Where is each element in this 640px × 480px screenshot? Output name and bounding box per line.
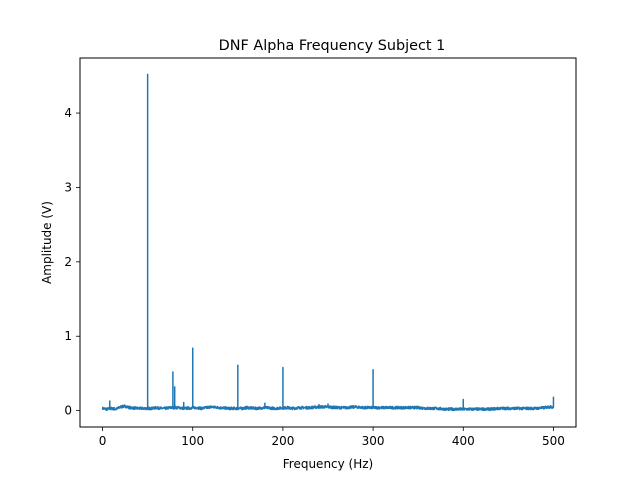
x-tick-label: 0 bbox=[99, 434, 107, 448]
plot-area bbox=[79, 57, 577, 428]
y-tick-label: 3 bbox=[64, 180, 72, 194]
y-tick-label: 4 bbox=[64, 106, 72, 120]
x-tick-label: 300 bbox=[362, 434, 385, 448]
y-axis-ticks: 0 1 2 3 4 bbox=[64, 106, 80, 418]
x-tick-label: 100 bbox=[181, 434, 204, 448]
x-tick-label: 400 bbox=[452, 434, 475, 448]
plot-frame bbox=[79, 57, 577, 428]
series-line bbox=[101, 73, 555, 412]
x-tick-label: 200 bbox=[271, 434, 294, 448]
x-axis-ticks: 0 100 200 300 400 500 bbox=[99, 427, 565, 448]
y-tick-label: 2 bbox=[64, 255, 72, 269]
y-tick-label: 1 bbox=[64, 329, 72, 343]
x-tick-label: 500 bbox=[542, 434, 565, 448]
y-axis-title: Amplitude (V) bbox=[40, 201, 54, 284]
chart-title: DNF Alpha Frequency Subject 1 bbox=[219, 38, 446, 54]
y-tick-label: 0 bbox=[64, 404, 72, 418]
x-axis-title: Frequency (Hz) bbox=[283, 457, 374, 471]
